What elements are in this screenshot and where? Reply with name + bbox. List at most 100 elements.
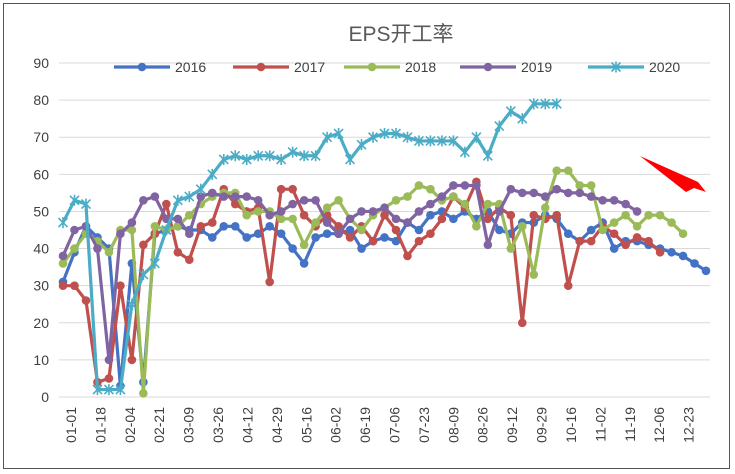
data-point [644,210,653,220]
data-point [288,214,297,224]
data-point [667,247,676,257]
data-point [242,210,252,220]
data-point [80,198,92,210]
data-point [230,199,240,209]
y-tick-label: 40 [33,241,49,257]
x-tick-label: 09-12 [504,407,520,443]
data-point [437,214,447,224]
data-point [494,120,505,132]
x-axis: 01-01 01-18 02-04 02-21 03-09 03-26 04-12 04-29… [63,407,697,443]
data-point [195,183,206,195]
data-point [139,388,148,398]
y-tick-label: 80 [33,92,49,108]
legend-label: 2020 [649,59,680,75]
chart-title: EPS开工率 [348,23,453,46]
eps-operating-rate-chart: EPS开工率 0 10 20 30 40 50 60 70 80 90 01-01 01-18 02-… [33,23,711,443]
data-point [414,181,424,190]
x-tick-label: 04-29 [269,407,285,443]
x-tick-label: 08-26 [475,407,491,443]
data-point [471,131,482,143]
data-point [426,199,435,209]
data-point [367,131,379,143]
data-point [219,221,229,231]
data-point [322,218,332,227]
data-point [563,188,573,198]
x-tick-label: 03-09 [181,407,197,443]
data-point [540,192,550,201]
data-point [276,153,287,165]
data-point [161,224,172,236]
data-point [356,139,367,151]
data-point [139,240,148,250]
data-point [196,221,206,231]
legend-item-2016: 2016 [114,59,206,75]
data-point [483,199,493,209]
y-tick-label: 10 [33,352,49,368]
x-tick-label: 08-09 [445,407,461,443]
data-point [173,214,183,224]
data-point [368,207,378,216]
x-tick-label: 06-19 [357,407,373,443]
annotation-arrow [640,156,706,192]
data-point [287,146,298,158]
data-point [609,244,619,253]
data-point [276,229,286,239]
data-point [149,257,160,269]
data-point [483,240,493,250]
data-point [299,196,309,205]
data-point [621,210,630,220]
data-point [265,277,274,287]
data-point [70,244,79,253]
data-point [506,244,516,253]
data-point [345,225,355,235]
data-point [311,233,320,242]
data-point [632,233,642,242]
x-tick-label: 09-29 [534,407,550,443]
data-point [586,192,596,201]
data-point [70,225,79,235]
data-point [299,210,309,220]
x-tick-label: 11-02 [592,407,608,442]
data-point [540,98,551,110]
data-point [414,225,424,235]
data-point [598,225,607,235]
y-tick-label: 50 [33,203,49,219]
data-point [288,184,297,194]
data-point [322,203,332,213]
legend-marker [137,62,147,72]
data-point [506,210,516,220]
data-point [116,229,125,239]
data-point [322,131,333,143]
data-point [506,184,516,194]
data-point [310,150,321,162]
x-tick-label: 01-18 [92,407,108,443]
data-point [403,192,412,201]
data-point [609,229,619,239]
data-point [207,168,218,180]
series-2018 [58,166,688,398]
x-tick-label: 12-06 [651,407,667,443]
legend-item-2020: 2020 [588,59,680,75]
x-tick-label: 02-04 [122,407,138,443]
y-tick-label: 60 [33,166,49,182]
data-point [505,105,516,117]
data-point [667,218,676,227]
data-point [93,244,102,253]
data-point [357,207,366,216]
x-tick-label: 11-19 [622,407,638,442]
data-point [103,384,114,396]
data-point [276,184,286,194]
data-point [333,128,344,140]
data-point [495,225,504,235]
data-point [540,203,550,213]
data-point [345,214,355,224]
y-axis: 0 10 20 30 40 50 60 70 80 90 [33,55,49,405]
data-point [311,218,320,227]
data-point [403,251,412,261]
data-point [391,236,401,246]
data-point [552,166,562,175]
data-point [150,192,160,201]
data-point [391,214,401,224]
data-point [230,221,240,231]
data-point [529,270,539,279]
